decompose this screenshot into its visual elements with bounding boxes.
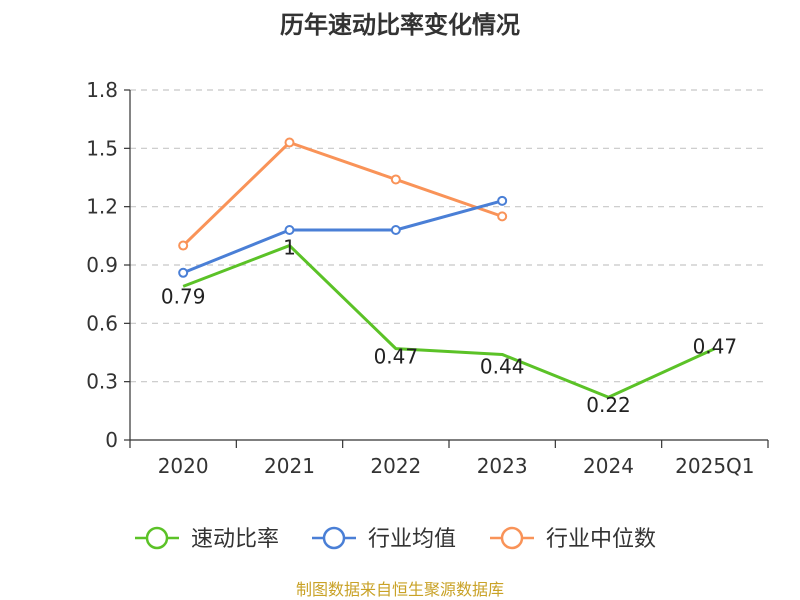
data-label: 0.22 — [586, 393, 631, 417]
legend-item-0[interactable]: 速动比率 — [135, 526, 279, 552]
y-tick-label: 1.8 — [86, 78, 118, 102]
series-point-2 — [284, 137, 295, 148]
x-tick-label: 2023 — [477, 454, 528, 478]
legend-label: 行业中位数 — [546, 527, 656, 552]
grid — [130, 89, 768, 383]
y-tick-label: 0.6 — [86, 311, 118, 335]
series-point-1 — [390, 225, 401, 235]
data-label: 1 — [283, 236, 296, 260]
series-point-1 — [497, 195, 508, 206]
y-tick-label: 0.9 — [86, 253, 118, 277]
x-tick-label: 2025Q1 — [675, 454, 754, 478]
y-tick-label: 0 — [105, 428, 118, 452]
data-label: 0.44 — [480, 354, 525, 378]
series-point-2 — [178, 240, 189, 251]
data-label: 0.79 — [161, 284, 206, 308]
legend-label: 行业均值 — [368, 527, 456, 552]
y-tick-label: 1.2 — [86, 195, 118, 219]
series-point-1 — [284, 225, 295, 235]
x-tick-label: 2024 — [583, 454, 634, 478]
x-tick-label: 2020 — [158, 454, 209, 478]
legend-item-2[interactable]: 行业中位数 — [490, 526, 656, 552]
series-point-2 — [497, 211, 508, 222]
series-point-1 — [178, 267, 189, 278]
data-label: 0.47 — [693, 335, 738, 359]
x-tick-label: 2022 — [370, 454, 421, 478]
legend-item-1[interactable]: 行业均值 — [312, 526, 456, 552]
legend-marker — [322, 526, 346, 550]
axes: 0 0.3 0.6 0.9 1.2 1.5 1.8 2020 2021 2022 2023 2024 2… — [86, 78, 769, 478]
legend[interactable]: 速动比率 行业均值 行业中位数 — [135, 526, 656, 552]
x-tick-label: 2021 — [264, 454, 315, 478]
y-tick-label: 0.3 — [86, 370, 118, 394]
legend-marker — [145, 526, 169, 550]
data-label: 0.47 — [374, 345, 419, 369]
legend-marker — [500, 526, 524, 550]
series-line-2 — [182, 141, 503, 247]
series-line-1 — [182, 199, 503, 275]
y-tick-label: 1.5 — [86, 136, 118, 160]
chart-title: 历年速动比率变化情况 — [280, 11, 520, 39]
series-point-2 — [390, 174, 401, 185]
source-note: 制图数据来自恒生聚源数据库 — [296, 580, 504, 599]
legend-label: 速动比率 — [191, 527, 279, 552]
series-line-0 — [182, 244, 716, 399]
series-layer — [178, 137, 716, 399]
data-labels: 0.79 1 0.47 0.44 0.22 0.47 — [161, 236, 737, 418]
